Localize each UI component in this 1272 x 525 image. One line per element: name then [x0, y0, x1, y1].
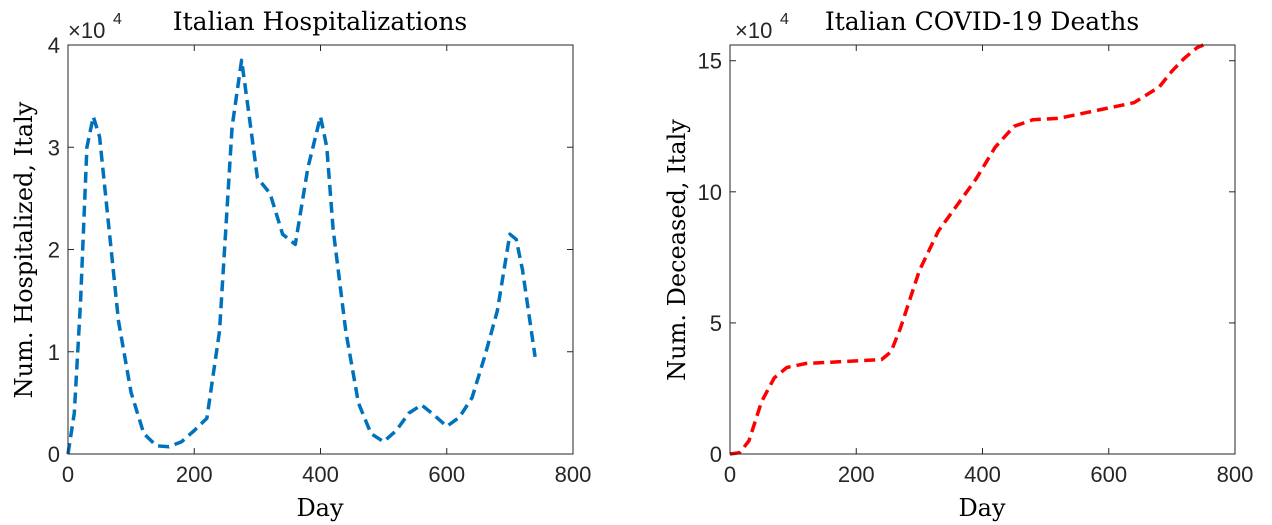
x-tick-label: 800	[1217, 462, 1254, 487]
y-tick-label: 0	[710, 442, 722, 467]
deaths-chart: Italian COVID-19 Deaths ×10 4 0 200 400 600…	[663, 7, 1253, 522]
y-tick-label: 15	[698, 49, 722, 74]
x-tick-label: 600	[428, 462, 465, 487]
series-line	[66, 58, 537, 455]
x-tick-label: 400	[302, 462, 339, 487]
plot-frame	[729, 44, 1236, 455]
tick-layer: 0 200 400 600 800 0 1 2 3 4	[48, 33, 592, 487]
y-multiplier-exponent: 4	[113, 11, 122, 28]
x-axis-label: Day	[296, 494, 344, 522]
y-tick-label: 2	[48, 238, 60, 263]
series-layer	[729, 43, 1205, 456]
y-tick-label: 0	[48, 442, 60, 467]
plot-frame	[67, 44, 574, 455]
hospitalizations-chart: Italian Hospitalizations ×10 4 0 200 400 60…	[10, 7, 591, 522]
y-multiplier: ×10	[68, 18, 105, 43]
y-tick-label: 5	[710, 311, 722, 336]
y-multiplier-exponent: 4	[780, 11, 789, 28]
x-tick-label: 0	[62, 462, 74, 487]
x-tick-label: 200	[176, 462, 213, 487]
x-tick-label: 800	[555, 462, 592, 487]
chart-title: Italian COVID-19 Deaths	[825, 7, 1139, 36]
x-tick-label: 400	[964, 462, 1001, 487]
x-tick-label: 600	[1090, 462, 1127, 487]
chart-title: Italian Hospitalizations	[173, 7, 468, 36]
tick-layer: 0 200 400 600 800 0 5 10 15	[698, 45, 1254, 487]
y-multiplier: ×10	[735, 18, 772, 43]
y-tick-label: 10	[698, 180, 722, 205]
y-tick-label: 4	[48, 33, 60, 58]
x-tick-label: 200	[838, 462, 875, 487]
y-tick-label: 3	[48, 135, 60, 160]
y-axis-label: Num. Deceased, Italy	[663, 119, 691, 381]
y-tick-label: 1	[48, 340, 60, 365]
y-axis-label: Num. Hospitalized, Italy	[10, 101, 38, 398]
series-line	[729, 43, 1205, 456]
series-layer	[66, 58, 537, 455]
x-tick-label: 0	[724, 462, 736, 487]
x-axis-label: Day	[958, 494, 1006, 522]
